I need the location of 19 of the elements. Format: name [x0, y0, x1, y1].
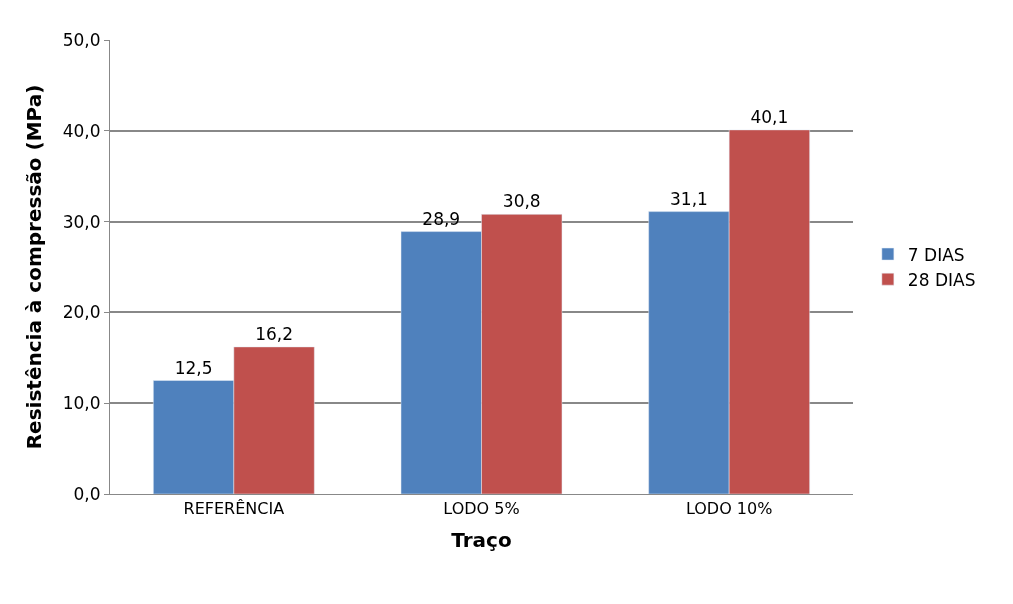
- y-tick-label: 50,0: [62, 29, 101, 50]
- x-tick-label: REFERÊNCIA: [183, 499, 285, 519]
- data-label: 28,9: [422, 208, 461, 229]
- y-tick-label: 40,0: [62, 120, 101, 141]
- y-tick-label: 10,0: [62, 393, 101, 414]
- x-tick-label: LODO 5%: [443, 499, 520, 519]
- legend-label: 28 DIAS: [907, 269, 976, 290]
- data-label: 31,1: [669, 188, 708, 209]
- data-label: 30,8: [502, 191, 541, 212]
- data-label: 40,1: [750, 106, 789, 127]
- legend-label: 7 DIAS: [907, 244, 965, 265]
- y-axis-title: Resistência à compressão (MPa): [22, 84, 47, 450]
- data-label: 16,2: [255, 323, 294, 344]
- y-tick-label: 0,0: [73, 483, 101, 504]
- y-tick-label: 30,0: [62, 211, 101, 232]
- y-tick-label: 20,0: [62, 302, 101, 323]
- data-label: 12,5: [174, 357, 213, 378]
- x-axis-title: Traço: [451, 527, 512, 552]
- x-tick-label: LODO 10%: [685, 499, 773, 519]
